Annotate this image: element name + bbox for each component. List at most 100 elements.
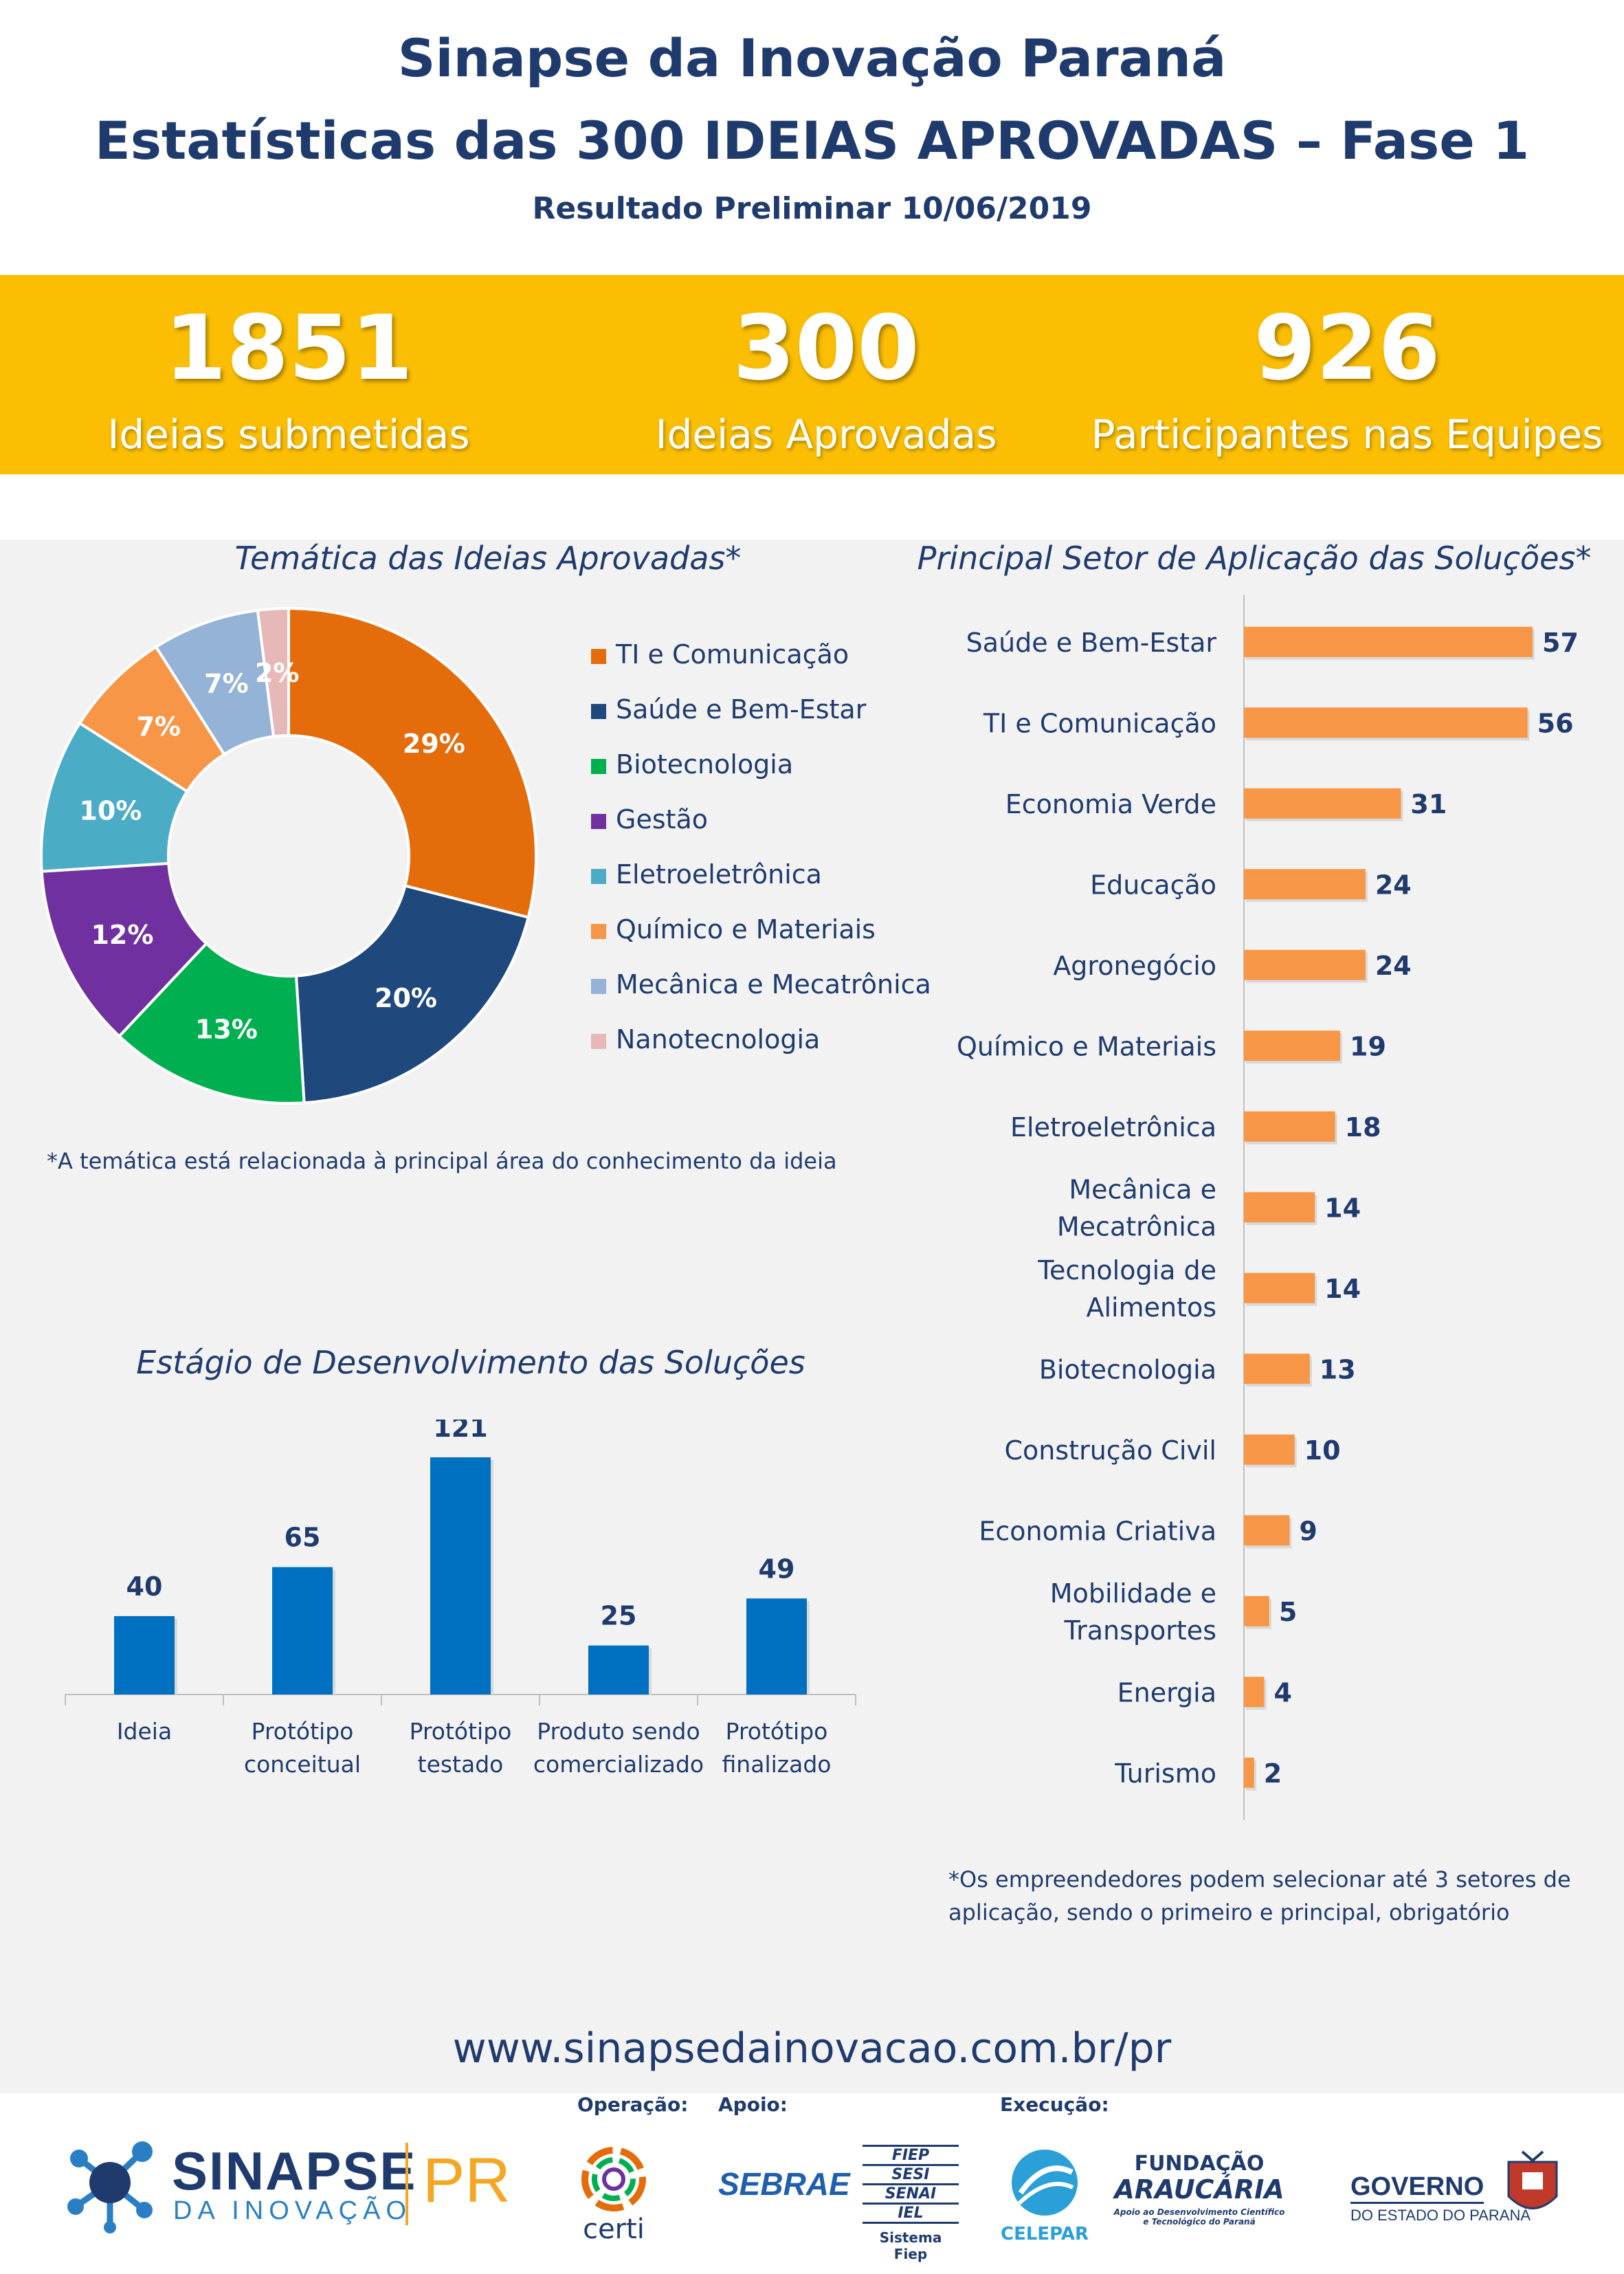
legend-swatch bbox=[591, 814, 606, 829]
donut-data-label: 29% bbox=[403, 729, 465, 759]
bar-value-label: 13 bbox=[1320, 1354, 1356, 1384]
sinapse-logo-sub: DA INOVAÇÃO bbox=[173, 2196, 412, 2225]
donut-data-label: 20% bbox=[375, 983, 437, 1013]
bar bbox=[1244, 1192, 1315, 1223]
bar-value-label: 49 bbox=[759, 1554, 795, 1584]
legend-label: Eletroeletrônica bbox=[616, 859, 822, 890]
donut-data-label: 12% bbox=[91, 920, 153, 950]
donut-data-label: 13% bbox=[195, 1015, 258, 1045]
araucaria-logo: FUNDAÇÃO ARAUCÁRIA Apoio ao Desenvolvime… bbox=[1113, 2152, 1285, 2227]
category-label: Energia bbox=[1117, 1677, 1216, 1708]
category-label: Eletroeletrônica bbox=[1010, 1112, 1216, 1142]
stat-label: Participantes nas Equipes bbox=[1091, 411, 1603, 458]
category-label: Economia Criativa bbox=[979, 1516, 1216, 1546]
legend-swatch bbox=[591, 704, 606, 719]
logo-divider bbox=[405, 2143, 408, 2225]
bar bbox=[1244, 1757, 1254, 1788]
stats-band: 1851 Ideias submetidas 300 Ideias Aprova… bbox=[0, 275, 1624, 474]
category-label: Economia Verde bbox=[1005, 789, 1216, 819]
donut-slice bbox=[294, 884, 531, 1105]
bar-value-label: 24 bbox=[1375, 870, 1412, 900]
bar-value-label: 25 bbox=[601, 1601, 637, 1631]
legend-label: Saúde e Bem-Estar bbox=[616, 694, 867, 725]
bar bbox=[1244, 626, 1533, 657]
legend-label: Mecânica e Mecatrônica bbox=[616, 969, 931, 1000]
donut-data-label: 10% bbox=[79, 795, 142, 826]
bar bbox=[1244, 1030, 1340, 1061]
website-link[interactable]: www.sinapsedainovacao.com.br/pr bbox=[452, 2024, 1172, 2073]
category-label: Químico e Materiais bbox=[957, 1031, 1216, 1061]
donut-slice bbox=[117, 941, 306, 1105]
header: Sinapse da Inovação Paraná Estatísticas … bbox=[0, 0, 1624, 272]
bar-value-label: 10 bbox=[1304, 1435, 1341, 1466]
bar bbox=[430, 1457, 491, 1695]
legend-label: Nanotecnologia bbox=[616, 1024, 821, 1055]
bar-value-label: 2 bbox=[1264, 1758, 1282, 1789]
page-title-line2: Estatísticas das 300 IDEIAS APROVADAS – … bbox=[94, 110, 1530, 171]
bar bbox=[1244, 1434, 1295, 1465]
tematica-legend: TI e Comunicação Saúde e Bem-Estar Biotecn… bbox=[591, 639, 935, 1055]
page-subtitle: Resultado Preliminar 10/06/2019 bbox=[532, 191, 1092, 226]
setor-title: Principal Setor de Aplicação das Soluçõe… bbox=[917, 540, 1592, 577]
bar bbox=[1244, 1596, 1269, 1626]
governo-logo-line1: GOVERNO bbox=[1350, 2172, 1484, 2204]
category-label: Ideia bbox=[117, 1718, 172, 1745]
category-label: TI e Comunicação bbox=[983, 708, 1216, 738]
bar bbox=[1244, 949, 1366, 980]
stat-label: Ideias Aprovadas bbox=[655, 411, 997, 458]
footer: SINAPSE DA INOVAÇÃO PR Operação: Apoio: … bbox=[0, 2093, 1624, 2274]
bar-value-label: 18 bbox=[1345, 1112, 1381, 1142]
category-label: Protótipo conceitual bbox=[244, 1718, 361, 1778]
fiep-caption: Sistema Fiep bbox=[879, 2229, 942, 2262]
bar-value-label: 4 bbox=[1273, 1677, 1291, 1708]
category-label: Mecânica e Mecatrônica bbox=[1057, 1174, 1216, 1241]
category-label: Educação bbox=[1090, 870, 1216, 900]
bar bbox=[1244, 1111, 1335, 1142]
bar-value-label: 57 bbox=[1542, 628, 1579, 658]
bar-value-label: 121 bbox=[433, 1420, 487, 1443]
legend-swatch bbox=[591, 979, 606, 994]
donut-slice bbox=[40, 721, 190, 873]
tematica-note: *A temática está relacionada à principal… bbox=[47, 1148, 837, 1174]
category-label: Turismo bbox=[1114, 1758, 1216, 1789]
senai-line: SENAI bbox=[863, 2185, 959, 2205]
bar-value-label: 9 bbox=[1299, 1516, 1317, 1546]
bar-value-label: 14 bbox=[1324, 1193, 1361, 1223]
bar bbox=[272, 1567, 333, 1695]
bar bbox=[1244, 1677, 1265, 1708]
certi-logo: certi bbox=[583, 2214, 645, 2245]
bar-value-label: 65 bbox=[285, 1523, 321, 1553]
legend-swatch bbox=[591, 1034, 606, 1049]
stat-value: 300 bbox=[733, 296, 920, 400]
category-label: Biotecnologia bbox=[1039, 1354, 1216, 1384]
celepar-logo-icon bbox=[1012, 2150, 1078, 2216]
legend-swatch bbox=[591, 924, 606, 939]
bar bbox=[1244, 1354, 1310, 1384]
bar-value-label: 19 bbox=[1350, 1031, 1386, 1061]
category-label: Protótipo testado bbox=[410, 1718, 512, 1778]
setor-note-line1: *Os empreendedores podem selecionar até … bbox=[948, 1866, 1571, 1892]
sesi-line: SESI bbox=[863, 2166, 959, 2185]
apoio-label: Apoio: bbox=[718, 2093, 788, 2116]
setor-bar-chart: 57 Saúde e Bem-Estar 56 TI e Comunicação 31 E… bbox=[957, 595, 1579, 1820]
araucaria-caption1: Apoio ao Desenvolvimento Científico bbox=[1113, 2207, 1285, 2217]
legend-swatch bbox=[591, 759, 606, 774]
category-label: Protótipo finalizado bbox=[722, 1718, 832, 1778]
araucaria-line2: ARAUCÁRIA bbox=[1114, 2174, 1284, 2205]
category-label: Mobilidade e Transportes bbox=[1050, 1578, 1216, 1646]
bar-value-label: 56 bbox=[1537, 708, 1574, 738]
bar bbox=[1244, 1272, 1315, 1303]
legend-label: Químico e Materiais bbox=[616, 914, 876, 945]
sinapse-logo-pr: PR bbox=[423, 2145, 511, 2216]
operacao-label: Operação: bbox=[577, 2093, 689, 2116]
iel-line: IEL bbox=[863, 2205, 959, 2224]
legend-label: Biotecnologia bbox=[616, 749, 794, 780]
setor-note-line2: aplicação, sendo o primeiro e principal,… bbox=[948, 1899, 1510, 1925]
bar-value-label: 31 bbox=[1410, 789, 1447, 819]
estagio-bar-chart: 40 Ideia 65 Protótipo conceitual 121 Protótipo… bbox=[65, 1420, 856, 1778]
execucao-label: Execução: bbox=[1000, 2093, 1109, 2116]
category-label: Agronegócio bbox=[1053, 951, 1216, 981]
category-label: Construção Civil bbox=[1005, 1435, 1216, 1466]
bar bbox=[114, 1615, 175, 1695]
bar bbox=[1244, 869, 1366, 900]
